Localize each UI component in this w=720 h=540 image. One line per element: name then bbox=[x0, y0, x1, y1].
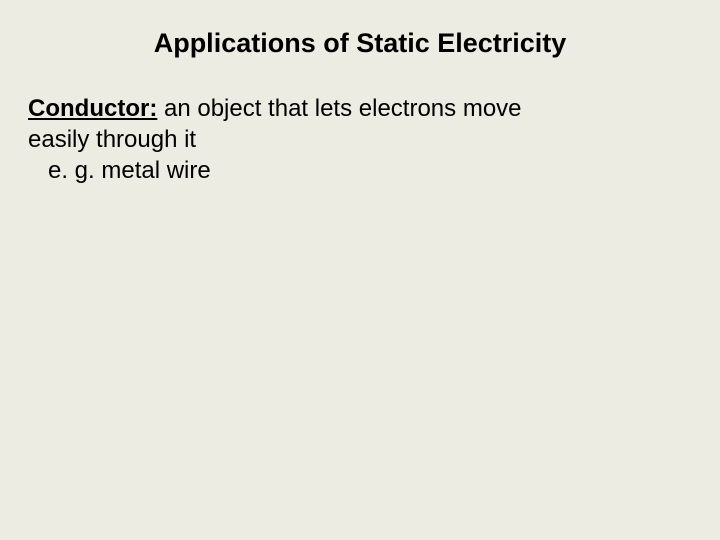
definition-block: Conductor: an object that lets electrons… bbox=[28, 93, 696, 124]
term-label: Conductor: bbox=[28, 95, 157, 122]
definition-text-line1: an object that lets electrons move bbox=[157, 95, 521, 122]
definition-text-line2: easily through it bbox=[28, 124, 696, 155]
example-text: e. g. metal wire bbox=[48, 155, 696, 186]
slide-container: Applications of Static Electricity Condu… bbox=[0, 0, 720, 540]
slide-title: Applications of Static Electricity bbox=[64, 28, 656, 59]
